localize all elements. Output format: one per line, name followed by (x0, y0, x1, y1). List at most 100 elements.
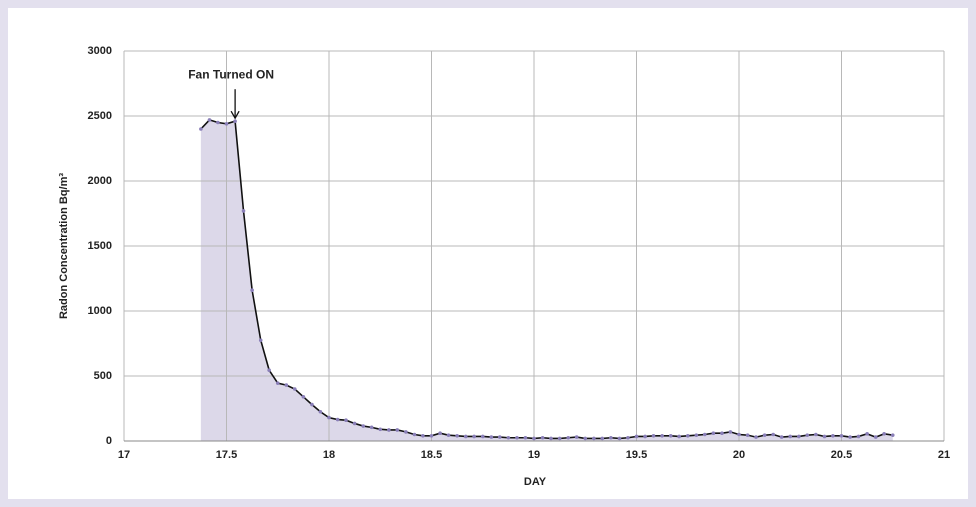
marker (873, 435, 878, 439)
marker (267, 368, 271, 372)
marker (677, 434, 681, 439)
x-tick-label: 17 (118, 449, 130, 461)
marker (668, 434, 673, 438)
marker (335, 417, 340, 422)
marker (429, 434, 434, 438)
marker (318, 409, 323, 414)
marker (634, 434, 639, 439)
x-tick-label: 17.5 (216, 449, 237, 461)
marker (643, 434, 647, 439)
marker (250, 288, 254, 293)
marker (788, 434, 793, 439)
marker (446, 433, 451, 437)
marker (369, 425, 374, 430)
x-tick-label: 21 (938, 449, 950, 461)
marker (557, 436, 562, 441)
y-tick-label: 2000 (88, 175, 112, 187)
marker (207, 118, 212, 122)
marker (395, 428, 400, 432)
marker (609, 435, 613, 440)
marker (523, 435, 528, 440)
marker (848, 435, 852, 439)
marker (301, 395, 306, 399)
annotation-arrowhead (230, 110, 240, 120)
marker (216, 120, 220, 125)
marker (438, 431, 442, 436)
x-tick-label: 19.5 (626, 449, 647, 461)
marker (865, 432, 869, 436)
marker (660, 434, 664, 438)
chart-panel (8, 8, 968, 499)
marker (404, 430, 408, 434)
marker (241, 209, 246, 213)
marker (258, 338, 263, 343)
marker (352, 421, 357, 426)
x-axis-label: DAY (524, 476, 547, 488)
marker (199, 127, 203, 131)
y-axis-label: Radon Concentration Bq/m³ (58, 173, 70, 319)
marker (856, 434, 861, 439)
marker (387, 428, 391, 432)
marker (617, 436, 622, 441)
marker (583, 436, 588, 441)
marker (600, 436, 605, 441)
marker (762, 433, 767, 437)
marker (805, 433, 810, 437)
x-tick-label: 18.5 (421, 449, 442, 461)
marker (822, 434, 827, 439)
y-tick-label: 500 (94, 370, 112, 382)
marker (839, 434, 844, 438)
marker (882, 432, 886, 436)
marker (463, 434, 468, 439)
marker (651, 434, 656, 438)
marker (532, 436, 536, 441)
marker (472, 434, 476, 439)
line (200, 118, 893, 440)
marker (412, 432, 417, 437)
marker (515, 435, 519, 440)
y-tick-label: 3000 (88, 45, 112, 57)
marker (745, 433, 750, 437)
marker (566, 435, 571, 440)
marker (685, 434, 690, 438)
area (200, 119, 893, 442)
marker (378, 427, 383, 432)
marker (344, 418, 348, 423)
marker (506, 435, 511, 440)
marker (233, 119, 237, 123)
marker (737, 432, 741, 437)
marker (694, 433, 699, 437)
marker (284, 383, 289, 387)
marker (728, 430, 733, 434)
marker (540, 435, 545, 440)
x-tick-label: 20.5 (831, 449, 852, 461)
marker (361, 424, 366, 428)
marker (275, 381, 280, 385)
marker (455, 434, 459, 438)
y-tick-label: 1000 (88, 305, 112, 317)
marker (626, 435, 630, 440)
marker (797, 434, 801, 439)
y-tick-label: 2500 (88, 110, 112, 122)
marker (702, 432, 707, 437)
x-tick-label: 19 (528, 449, 540, 461)
marker (497, 435, 502, 439)
marker (421, 434, 425, 438)
y-tick-label: 0 (106, 435, 112, 447)
marker (489, 435, 494, 439)
marker (292, 387, 297, 391)
marker (754, 435, 758, 439)
marker (592, 436, 596, 441)
marker (327, 415, 331, 420)
marker (771, 432, 776, 437)
x-tick-label: 18 (323, 449, 335, 461)
marker (831, 434, 835, 438)
marker (549, 436, 553, 441)
marker (720, 431, 724, 436)
y-tick-label: 1500 (88, 240, 112, 252)
x-tick-label: 20 (733, 449, 745, 461)
marker (310, 402, 314, 407)
marker (779, 435, 784, 439)
